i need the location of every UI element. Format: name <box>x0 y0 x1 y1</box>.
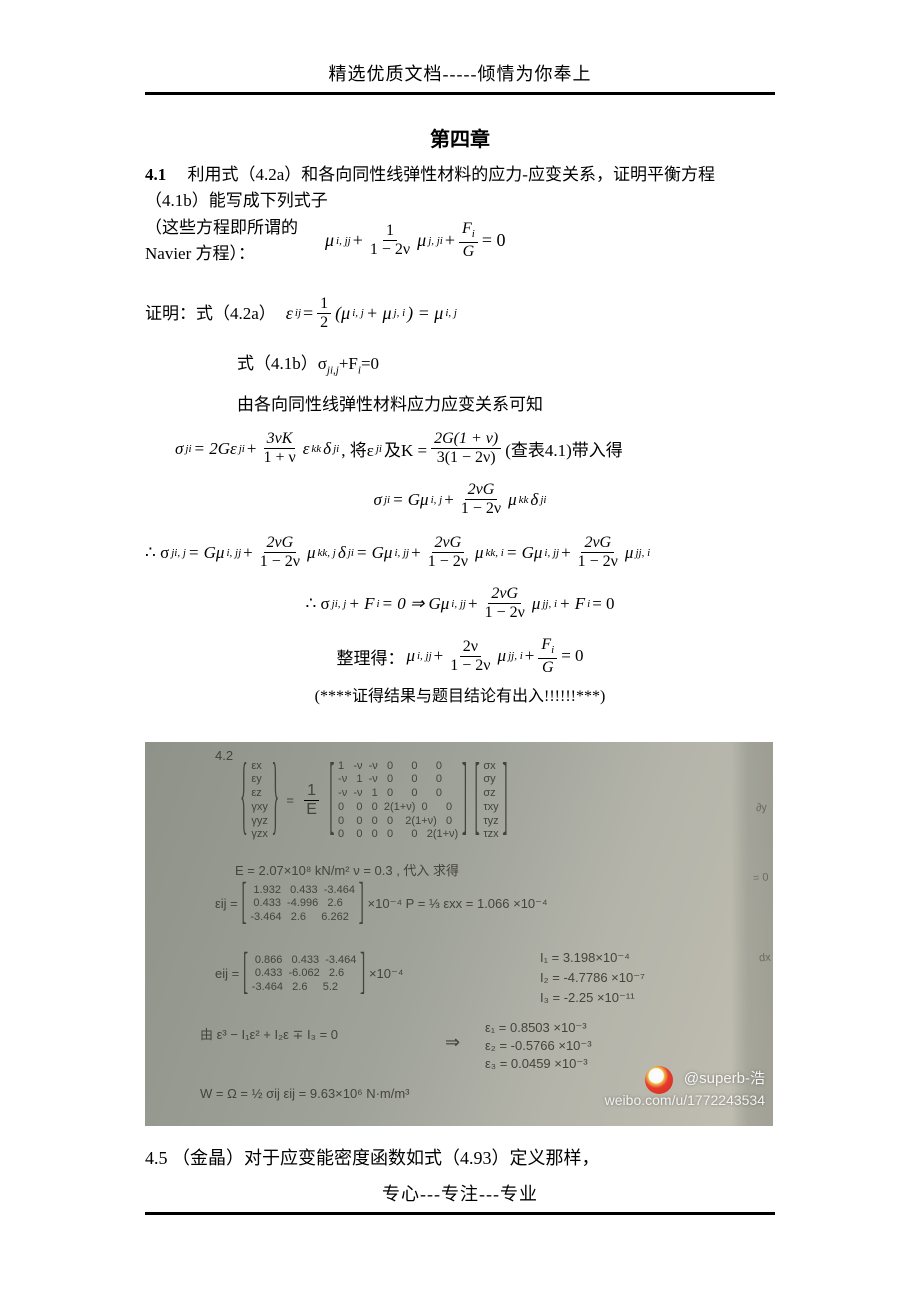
q41-navier-row: （这些方程即所谓的 Navier 方程）： μi, jj + 11 − 2ν μ… <box>145 215 775 266</box>
weibo-icon <box>645 1066 673 1094</box>
q41-number: 4.1 <box>145 165 166 184</box>
final-line: 整理得： μi, jj + 2ν1 − 2ν μjj, i + FiG = 0 <box>145 637 775 675</box>
proof-42a: 证明：式（4.2a） εij = 12 (μi, j + μj, i ) = μ… <box>145 296 775 331</box>
q41-line2: （4.1b）能写成下列式子 <box>145 188 775 214</box>
hw-I3: I₃ = -2.25 ×10⁻¹¹ <box>540 990 635 1006</box>
hw-I2: I₂ = -4.7786 ×10⁻⁷ <box>540 970 645 986</box>
hw-e2: ε₂ = -0.5766 ×10⁻³ <box>485 1038 592 1054</box>
hw-cubic: 由 ε³ − I₁ε² + I₂ε ∓ I₃ = 0 <box>200 1024 338 1043</box>
weibo-handle: @superb-浩 <box>684 1067 765 1088</box>
hw-arrow: ⇒ <box>445 1032 460 1053</box>
q41-text1: 利用式（4.2a）和各向同性线弹性材料的应力-应变关系，证明平衡方程 <box>188 165 715 184</box>
page-header: 精选优质文档-----倾情为你奉上 <box>145 60 775 90</box>
hw-e3: ε₃ = 0.0459 ×10⁻³ <box>485 1056 588 1072</box>
sigma-line-2: σji = Gμi, j + 2νG1 − 2ν μkk δji <box>145 482 775 517</box>
sigma-line-1: σji = 2Gεji + 3νK1 + ν εkk δji , 将εji 及K… <box>175 431 775 466</box>
hw-e1: ε₁ = 0.8503 ×10⁻³ <box>485 1020 587 1036</box>
header-rule <box>145 92 775 95</box>
hw-E-line: E = 2.07×10⁸ kN/m² ν = 0.3 , 代入 求得 <box>235 860 459 879</box>
hw-W: W = Ω = ½ σij εij = 9.63×10⁶ N·m/m³ <box>200 1086 410 1101</box>
hw-eij2: eij = [ 0.866 0.433 -3.464 0.433 -6.062 … <box>215 954 403 995</box>
proof-isotropic-text: 由各向同性线弹性材料应力应变关系可知 <box>237 390 775 415</box>
navier-equation: μi, jj + 11 − 2ν μj, ji + FiG = 0 <box>325 221 506 259</box>
footer-rule <box>145 1212 775 1215</box>
q45-text: 4.5 （金晶）对于应变能密度函数如式（4.93）定义那样， <box>145 1144 775 1170</box>
weibo-url: weibo.com/u/1772243534 <box>605 1092 765 1108</box>
hw-I1: I₁ = 3.198×10⁻⁴ <box>540 950 630 966</box>
page-footer: 专心---专注---专业 <box>145 1180 775 1206</box>
handwritten-photo: 4.2 { εx εy εz γxy γyz γzx } = 1E [ 1 -ν… <box>145 742 773 1126</box>
proof-41b: 式（4.1b）σji,j+Fi=0 <box>237 349 775 376</box>
chapter-title: 第四章 <box>145 123 775 152</box>
therefore-line: ∴ σji, j + Fi = 0 ⇒ Gμi, jj + 2νG1 − 2ν … <box>145 586 775 621</box>
hw-42-label: 4.2 <box>215 748 233 763</box>
hw-eps-column: { εx εy εz γxy γyz γzx } = 1E [ 1 -ν -ν … <box>240 760 508 843</box>
q41-navier-label: （这些方程即所谓的 Navier 方程）： <box>145 215 325 266</box>
discrepancy-note: (****证得结果与题目结论有出入!!!!!!***) <box>145 682 775 706</box>
sigma-long-line: ∴ σji, j = Gμi, jj + 2νG1 − 2ν μkk, j δj… <box>145 535 775 570</box>
hw-eij: εij = [ 1.932 0.433 -3.464 0.433 -4.996 … <box>215 884 548 925</box>
q41-line1: 4.1 利用式（4.2a）和各向同性线弹性材料的应力-应变关系，证明平衡方程 <box>145 162 775 188</box>
